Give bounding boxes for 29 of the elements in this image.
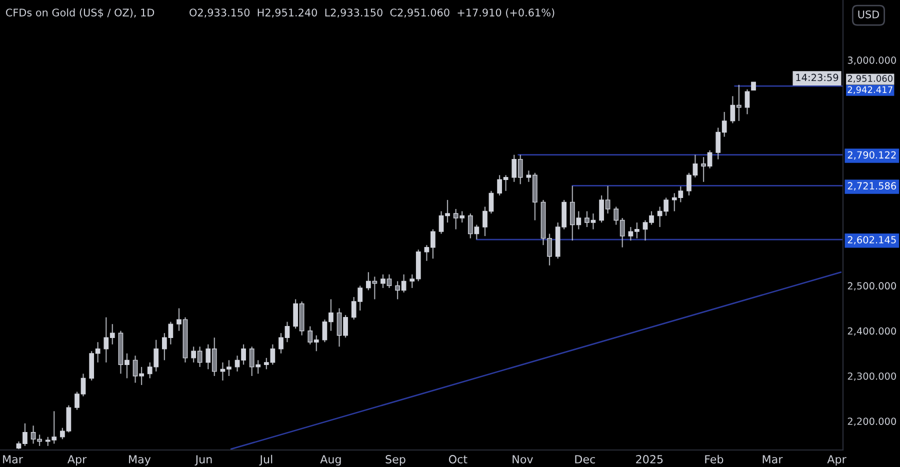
y-tick-label: 2,721.586 xyxy=(848,182,896,191)
text: CFDs on Gold (US$ / OZ), 1D xyxy=(6,8,154,18)
x-tick-label: Dec xyxy=(575,455,595,464)
text: USD xyxy=(858,10,880,18)
y-tick-label: 2,602.145 xyxy=(848,236,896,244)
x-tick-label: Jun xyxy=(194,455,212,466)
x-tick-label: Apr xyxy=(827,455,846,466)
x-tick-label: Mar xyxy=(762,455,783,464)
x-tick-label: Oct xyxy=(448,455,468,464)
y-tick-label: 2,500.000 xyxy=(848,282,896,291)
y-tick-label: 2,300.000 xyxy=(848,372,896,381)
x-tick-label: 2025 xyxy=(636,455,663,464)
x-tick-label: Jul xyxy=(259,454,272,466)
annotation: 14:23:59 xyxy=(796,74,838,82)
y-tick-label: 3,000.000 xyxy=(848,56,896,65)
text: O2,933.150 H2,951.240 L2,933.150 C2,951.060 +17.910 (+0.61%) xyxy=(190,8,554,18)
x-tick-label: Apr xyxy=(67,455,87,466)
y-tick-label: 2,200.000 xyxy=(848,418,896,426)
x-tick-label: May xyxy=(129,455,151,466)
x-tick-label: Aug xyxy=(320,455,341,466)
x-tick-label: Sep xyxy=(386,455,406,466)
x-tick-label: Nov xyxy=(512,455,533,464)
x-tick-label: Mar xyxy=(3,455,23,464)
candlestick xyxy=(744,88,750,115)
y-tick-label: 2,951.060 xyxy=(848,75,893,83)
x-tick-label: Feb xyxy=(705,454,724,464)
y-tick-label: 2,400.000 xyxy=(848,327,896,336)
y-tick-label: 2,790.122 xyxy=(848,151,896,160)
y-tick-label: 2,942.417 xyxy=(848,86,892,94)
